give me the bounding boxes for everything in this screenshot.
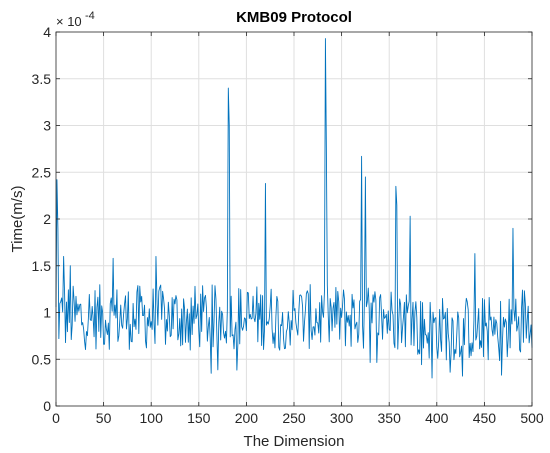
x-tick-label: 50: [96, 410, 112, 426]
y-tick-label: 2: [43, 211, 51, 227]
x-tick-label: 450: [473, 410, 497, 426]
y-tick-label: 0.5: [32, 351, 52, 367]
y-tick-label: 1: [43, 305, 51, 321]
y-axis-label: Time(m/s): [9, 186, 26, 253]
grid-lines: [56, 32, 532, 406]
x-tick-label: 150: [187, 410, 211, 426]
y-tick-label: 2.5: [32, 164, 52, 180]
x-axis-label: The Dimension: [244, 433, 345, 450]
y-tick-label: 4: [43, 24, 51, 40]
y-exponent-label: × 10 -4: [56, 10, 95, 29]
x-tick-label: 400: [425, 410, 449, 426]
x-tick-label: 250: [282, 410, 306, 426]
y-tick-label: 3: [43, 118, 51, 134]
y-tick-label: 0: [43, 398, 51, 414]
x-tick-label: 200: [235, 410, 259, 426]
axis-ticks: 0 50 100 150 200 250 300 350 400 450 500 0 0.5 1 1.5 2 2…: [32, 24, 544, 426]
y-tick-label: 1.5: [32, 258, 52, 274]
chart-title: KMB09 Protocol: [236, 9, 352, 26]
x-tick-label: 100: [140, 410, 164, 426]
y-tick-label: 3.5: [32, 71, 52, 87]
svg-text:-4: -4: [85, 10, 95, 22]
x-tick-label: 500: [520, 410, 544, 426]
x-tick-label: 350: [378, 410, 402, 426]
data-series-line: [55, 38, 533, 379]
svg-text:× 10: × 10: [56, 14, 82, 29]
series-path: [55, 38, 533, 379]
x-tick-label: 300: [330, 410, 354, 426]
x-tick-label: 0: [52, 410, 60, 426]
